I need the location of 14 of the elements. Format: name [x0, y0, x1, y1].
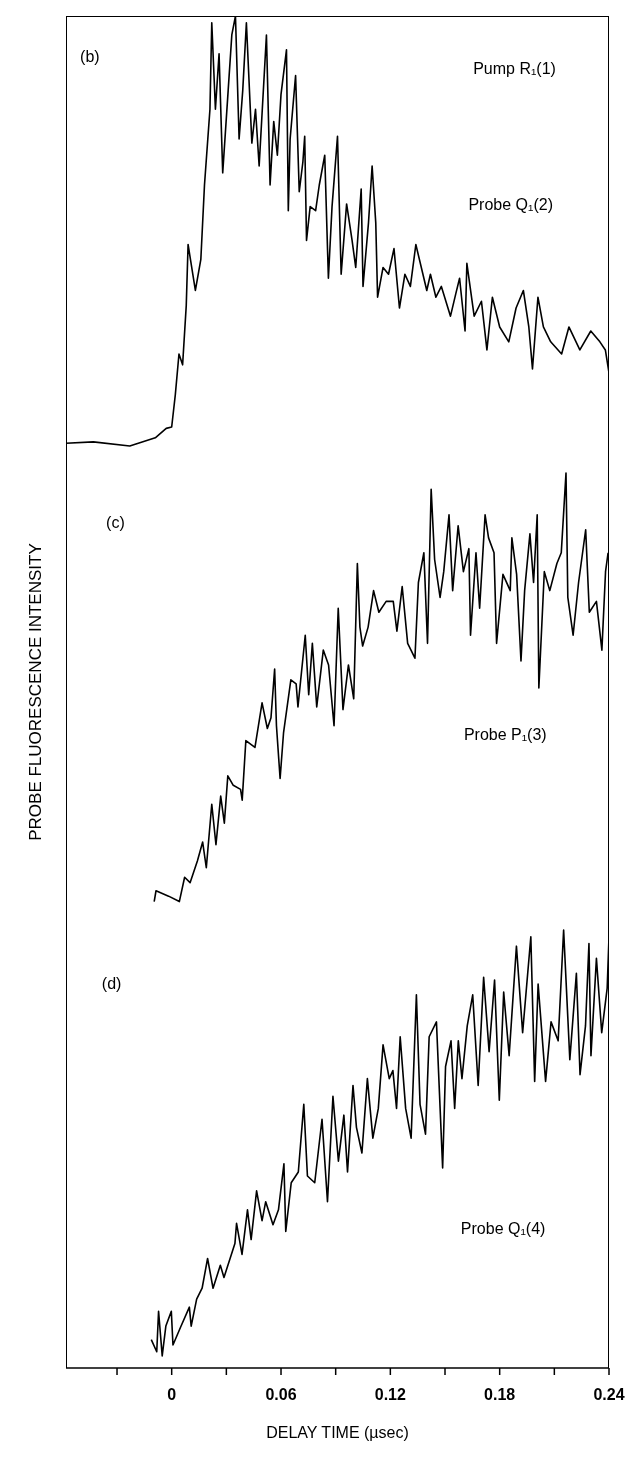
x-tick-label: 0.18	[484, 1386, 516, 1404]
annotation: Probe Q₁(4)	[460, 1219, 546, 1238]
x-tick-label: 0.12	[374, 1386, 407, 1404]
annotation: (b)	[80, 47, 100, 66]
y-axis-title: PROBE FLUORESCENCE INTENSITY	[26, 543, 46, 841]
annotation: (c)	[106, 514, 125, 532]
x-tick-label: 0	[167, 1386, 177, 1404]
x-tick-label: 0.24	[593, 1386, 625, 1404]
annotation: Probe P₁(3)	[463, 726, 547, 745]
x-tick-label: 0.06	[265, 1386, 297, 1404]
annotation: (d)	[101, 975, 122, 994]
x-axis-title: DELAY TIME (µsec)	[266, 1424, 409, 1441]
annotation: Probe Q₁(2)	[468, 196, 553, 215]
annotation: Pump R₁(1)	[473, 59, 556, 78]
